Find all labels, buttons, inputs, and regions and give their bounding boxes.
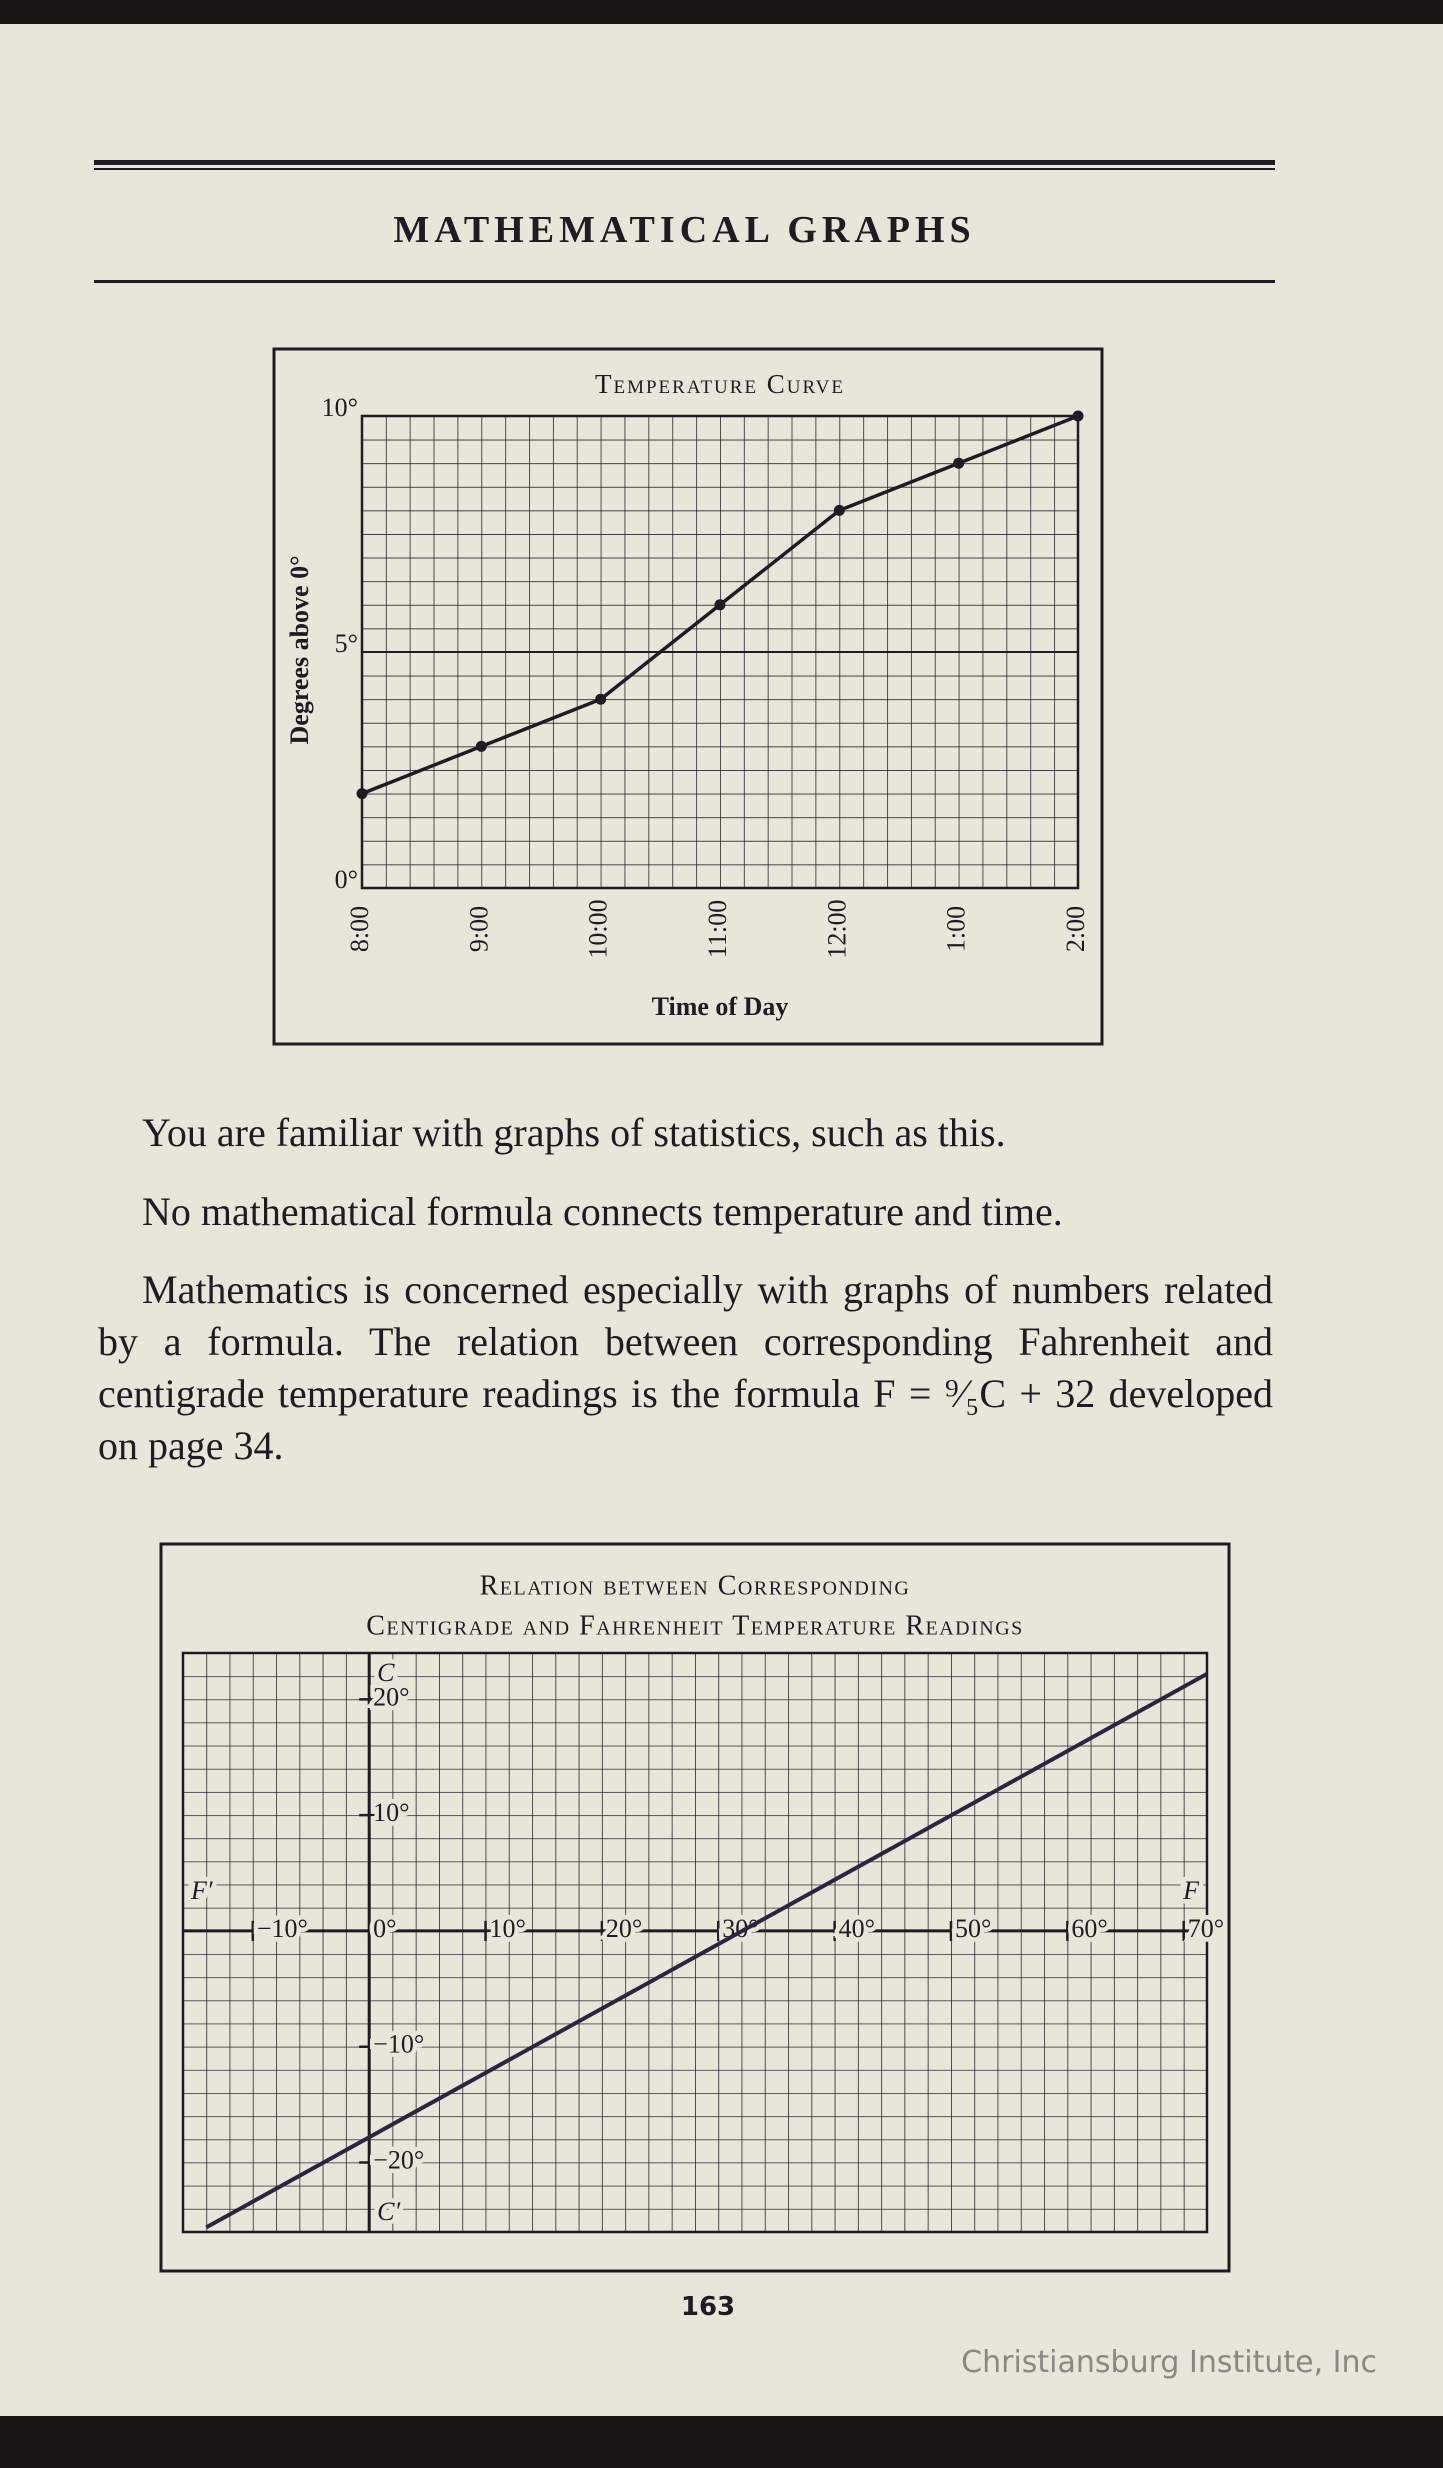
x-tick-label: 20° xyxy=(606,1914,642,1943)
paragraph: No mathematical formula connects tempera… xyxy=(142,1189,1063,1234)
data-point xyxy=(833,504,845,516)
data-point xyxy=(595,693,607,705)
y-tick-label: 5° xyxy=(335,629,358,658)
y-tick-label: 0° xyxy=(335,865,358,894)
x-tick-label: 70° xyxy=(1188,1914,1224,1943)
axis-end-label: F xyxy=(1182,1876,1200,1905)
running-head: MATHEMATICAL GRAPHS xyxy=(393,209,976,251)
chart-title: Relation between Corresponding xyxy=(480,1570,911,1601)
paragraph: Mathematics is concerned especially with… xyxy=(98,1267,1273,1468)
x-tick-label: 0° xyxy=(373,1914,396,1943)
x-tick-label: 10:00 xyxy=(584,899,613,958)
x-tick-label: 50° xyxy=(955,1914,991,1943)
chart-title: Temperature Curve xyxy=(595,369,845,399)
watermark: Christiansburg Institute, Inc xyxy=(961,2345,1377,2380)
y-tick-label: 20° xyxy=(373,1682,409,1711)
header-rule xyxy=(94,280,1275,283)
axis-end-label: F′ xyxy=(190,1876,213,1905)
chart-subtitle: Centigrade and Fahrenheit Temperature Re… xyxy=(366,1610,1024,1641)
chart-frame xyxy=(159,1542,1231,2273)
x-tick-label: 40° xyxy=(839,1914,875,1943)
data-point xyxy=(1072,410,1084,422)
chart-frame xyxy=(272,347,1104,1046)
minor-grid xyxy=(181,1651,1209,2234)
y-tick-label: 10° xyxy=(322,393,358,422)
page-number: 163 xyxy=(680,2292,736,2322)
x-tick-label: 12:00 xyxy=(822,899,851,958)
x-tick-label: 1:00 xyxy=(942,906,971,952)
axis-end-label: C xyxy=(377,1658,395,1687)
data-point xyxy=(356,788,368,800)
x-tick-label: 9:00 xyxy=(464,906,493,952)
x-tick-label: 30° xyxy=(722,1914,758,1943)
x-tick-label: 11:00 xyxy=(703,900,732,958)
axis-end-label: C′ xyxy=(377,2197,400,2226)
y-tick-label: −10° xyxy=(373,2030,424,2059)
x-tick-label: 60° xyxy=(1071,1914,1107,1943)
x-axis-label: Time of Day xyxy=(652,992,789,1021)
data-point xyxy=(475,740,487,752)
x-tick-label: 8:00 xyxy=(345,906,374,952)
x-tick-label: 10° xyxy=(490,1914,526,1943)
y-tick-label: −20° xyxy=(373,2145,424,2174)
data-point xyxy=(953,457,965,469)
data-point xyxy=(714,599,726,611)
x-tick-label: 2:00 xyxy=(1061,906,1090,952)
y-tick-label: 10° xyxy=(373,1798,409,1827)
x-tick-label: −10° xyxy=(257,1914,308,1943)
top-rule-thin xyxy=(94,168,1275,170)
y-axis-label: Degrees above 0° xyxy=(285,556,314,745)
top-rule xyxy=(94,160,1275,165)
conversion-line xyxy=(205,1672,1208,2230)
paragraph: You are familiar with graphs of statisti… xyxy=(142,1110,1006,1155)
